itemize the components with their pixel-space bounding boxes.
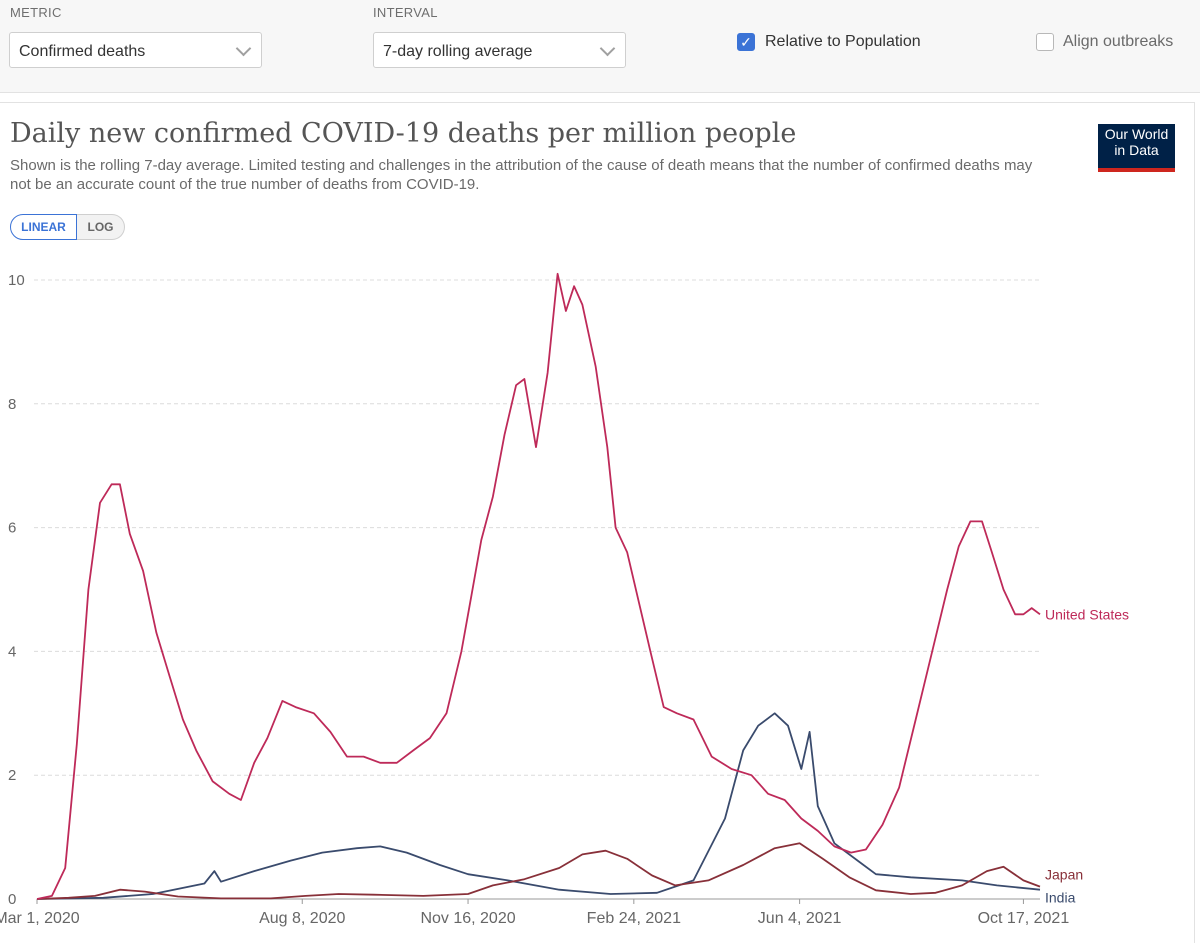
- line-chart: 0 2 4 6 8 10 Mar 1, 2020 Aug 8, 2020 Nov 16, 202…: [0, 272, 1129, 927]
- relative-to-population-checkbox[interactable]: ✓: [737, 33, 755, 51]
- series-label: India: [1045, 890, 1076, 906]
- y-tick-label: 8: [8, 396, 16, 413]
- chart-subtitle: Shown is the rolling 7-day average. Limi…: [10, 157, 1033, 193]
- x-tick-label: Nov 16, 2020: [420, 910, 515, 927]
- series-line-india: [36, 712, 1041, 900]
- interval-label: INTERVAL: [373, 5, 438, 20]
- series-label: United States: [1045, 606, 1129, 622]
- log-scale-button[interactable]: LOG: [77, 214, 125, 240]
- align-outbreaks-label[interactable]: Align outbreaks: [1063, 33, 1174, 50]
- metric-select[interactable]: Confirmed deaths: [9, 32, 262, 68]
- interval-select[interactable]: 7-day rolling average: [373, 32, 626, 68]
- controls-bar: METRIC Confirmed deaths INTERVAL 7-day r…: [0, 0, 1200, 93]
- chart-title: Daily new confirmed COVID-19 deaths per …: [10, 118, 797, 149]
- logo-line-2: in Data: [1114, 142, 1159, 158]
- metric-select-value: Confirmed deaths: [19, 43, 146, 60]
- relative-to-population-label[interactable]: Relative to Population: [765, 33, 921, 50]
- x-tick-label: Mar 1, 2020: [0, 910, 80, 927]
- x-tick-label: Oct 17, 2021: [978, 910, 1070, 927]
- series-line-united-states: [36, 272, 1041, 900]
- x-tick-label: Jun 4, 2021: [758, 910, 842, 927]
- chart-panel: [0, 102, 1195, 943]
- y-tick-label: 0: [8, 891, 16, 908]
- series-label: Japan: [1045, 867, 1083, 883]
- y-tick-label: 6: [8, 520, 16, 537]
- logo-line-1: Our World: [1104, 126, 1169, 142]
- x-tick-label: Aug 8, 2020: [259, 910, 345, 927]
- linear-scale-button[interactable]: LINEAR: [10, 214, 77, 240]
- align-outbreaks-checkbox[interactable]: [1036, 33, 1054, 51]
- owid-logo[interactable]: Our World in Data: [1098, 124, 1175, 172]
- chevron-down-icon: [235, 40, 252, 57]
- x-tick-label: Feb 24, 2021: [587, 910, 681, 927]
- chevron-down-icon: [599, 40, 616, 57]
- series-line-japan: [36, 842, 1041, 900]
- y-tick-label: 2: [8, 767, 16, 784]
- y-tick-label: 4: [8, 643, 16, 660]
- y-tick-label: 10: [8, 272, 25, 289]
- interval-select-value: 7-day rolling average: [383, 43, 533, 60]
- metric-label: METRIC: [10, 5, 62, 20]
